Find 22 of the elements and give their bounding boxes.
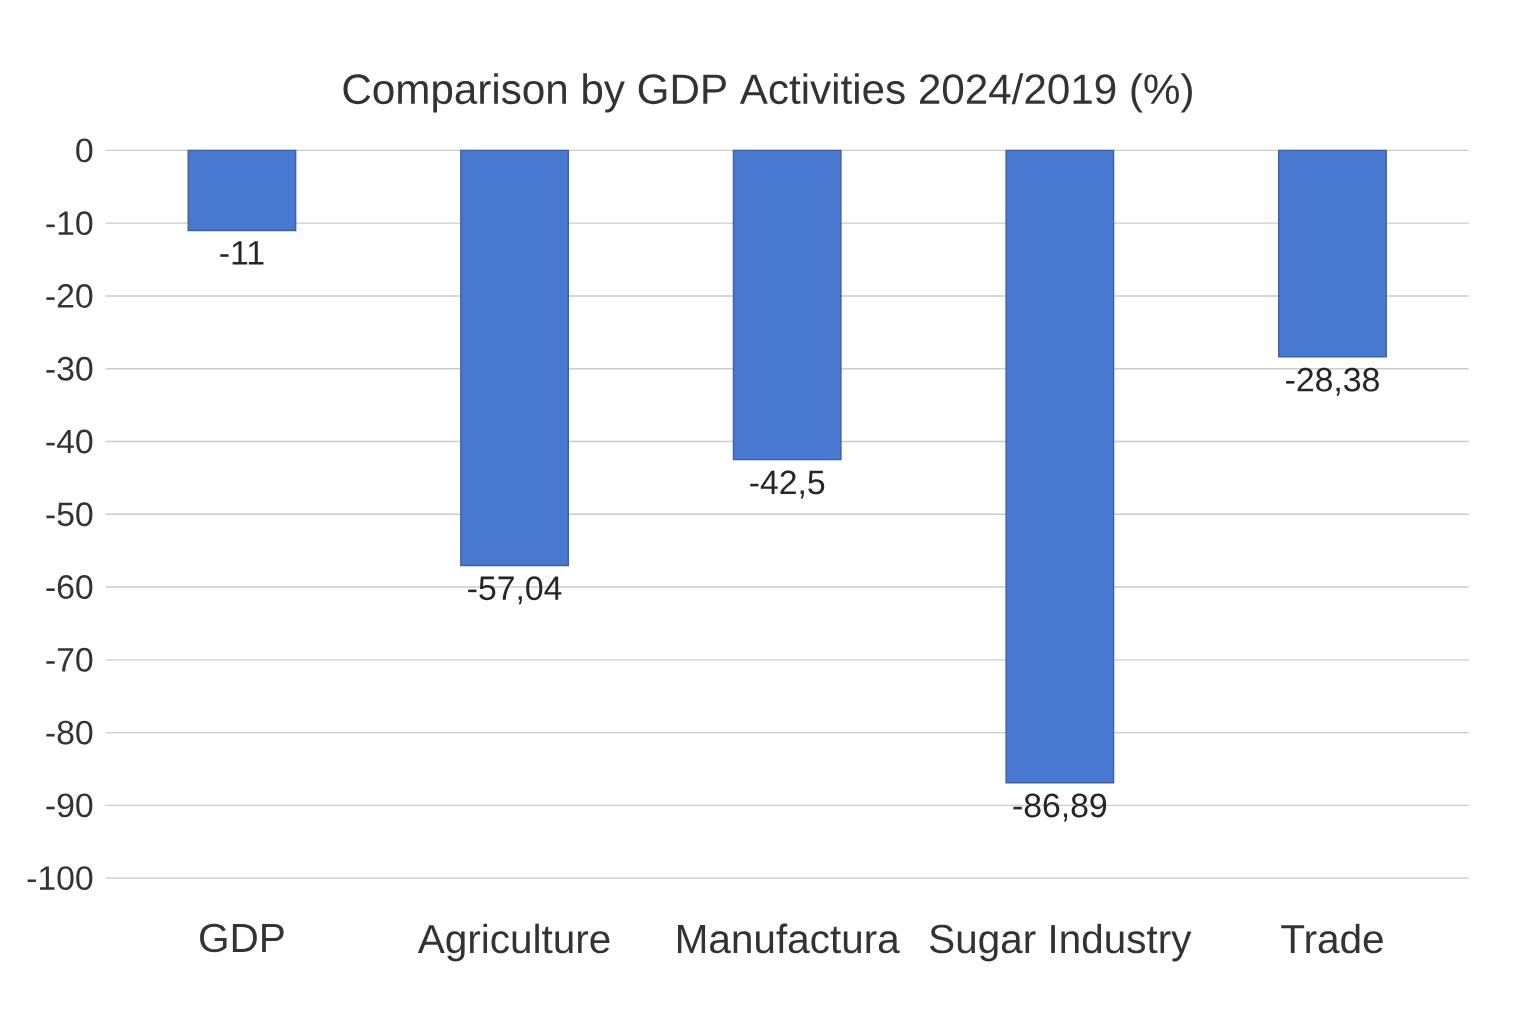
- x-tick-label: Sugar Industry: [930, 923, 1192, 962]
- y-tick-label: -90: [46, 793, 93, 818]
- data-label: -42,5: [750, 470, 825, 499]
- chart-title: Comparison by GDP Activities 2024/2019 (%): [343, 73, 1192, 113]
- data-label: -86,89: [1013, 793, 1107, 822]
- y-tick-label: -50: [46, 502, 93, 527]
- data-label: -57,04: [468, 576, 562, 605]
- x-tick-label: Manufactura: [678, 923, 900, 954]
- x-tick-label: Trade: [1281, 923, 1383, 954]
- y-tick-label: -20: [46, 284, 93, 308]
- y-tick-label: -30: [46, 356, 93, 381]
- x-tick-label: GDP: [200, 923, 284, 953]
- x-tick-label: Agriculture: [417, 923, 610, 962]
- y-tick-label: 0: [76, 138, 93, 163]
- y-tick-label: -100: [27, 866, 93, 891]
- y-tick-label: -10: [46, 211, 93, 236]
- y-tick-label: -80: [46, 720, 93, 745]
- data-label: -28,38: [1286, 367, 1379, 396]
- y-tick-label: -40: [46, 429, 93, 454]
- y-tick-label: -70: [46, 647, 93, 672]
- y-tick-label: -60: [46, 575, 93, 599]
- data-label: -11: [220, 241, 264, 265]
